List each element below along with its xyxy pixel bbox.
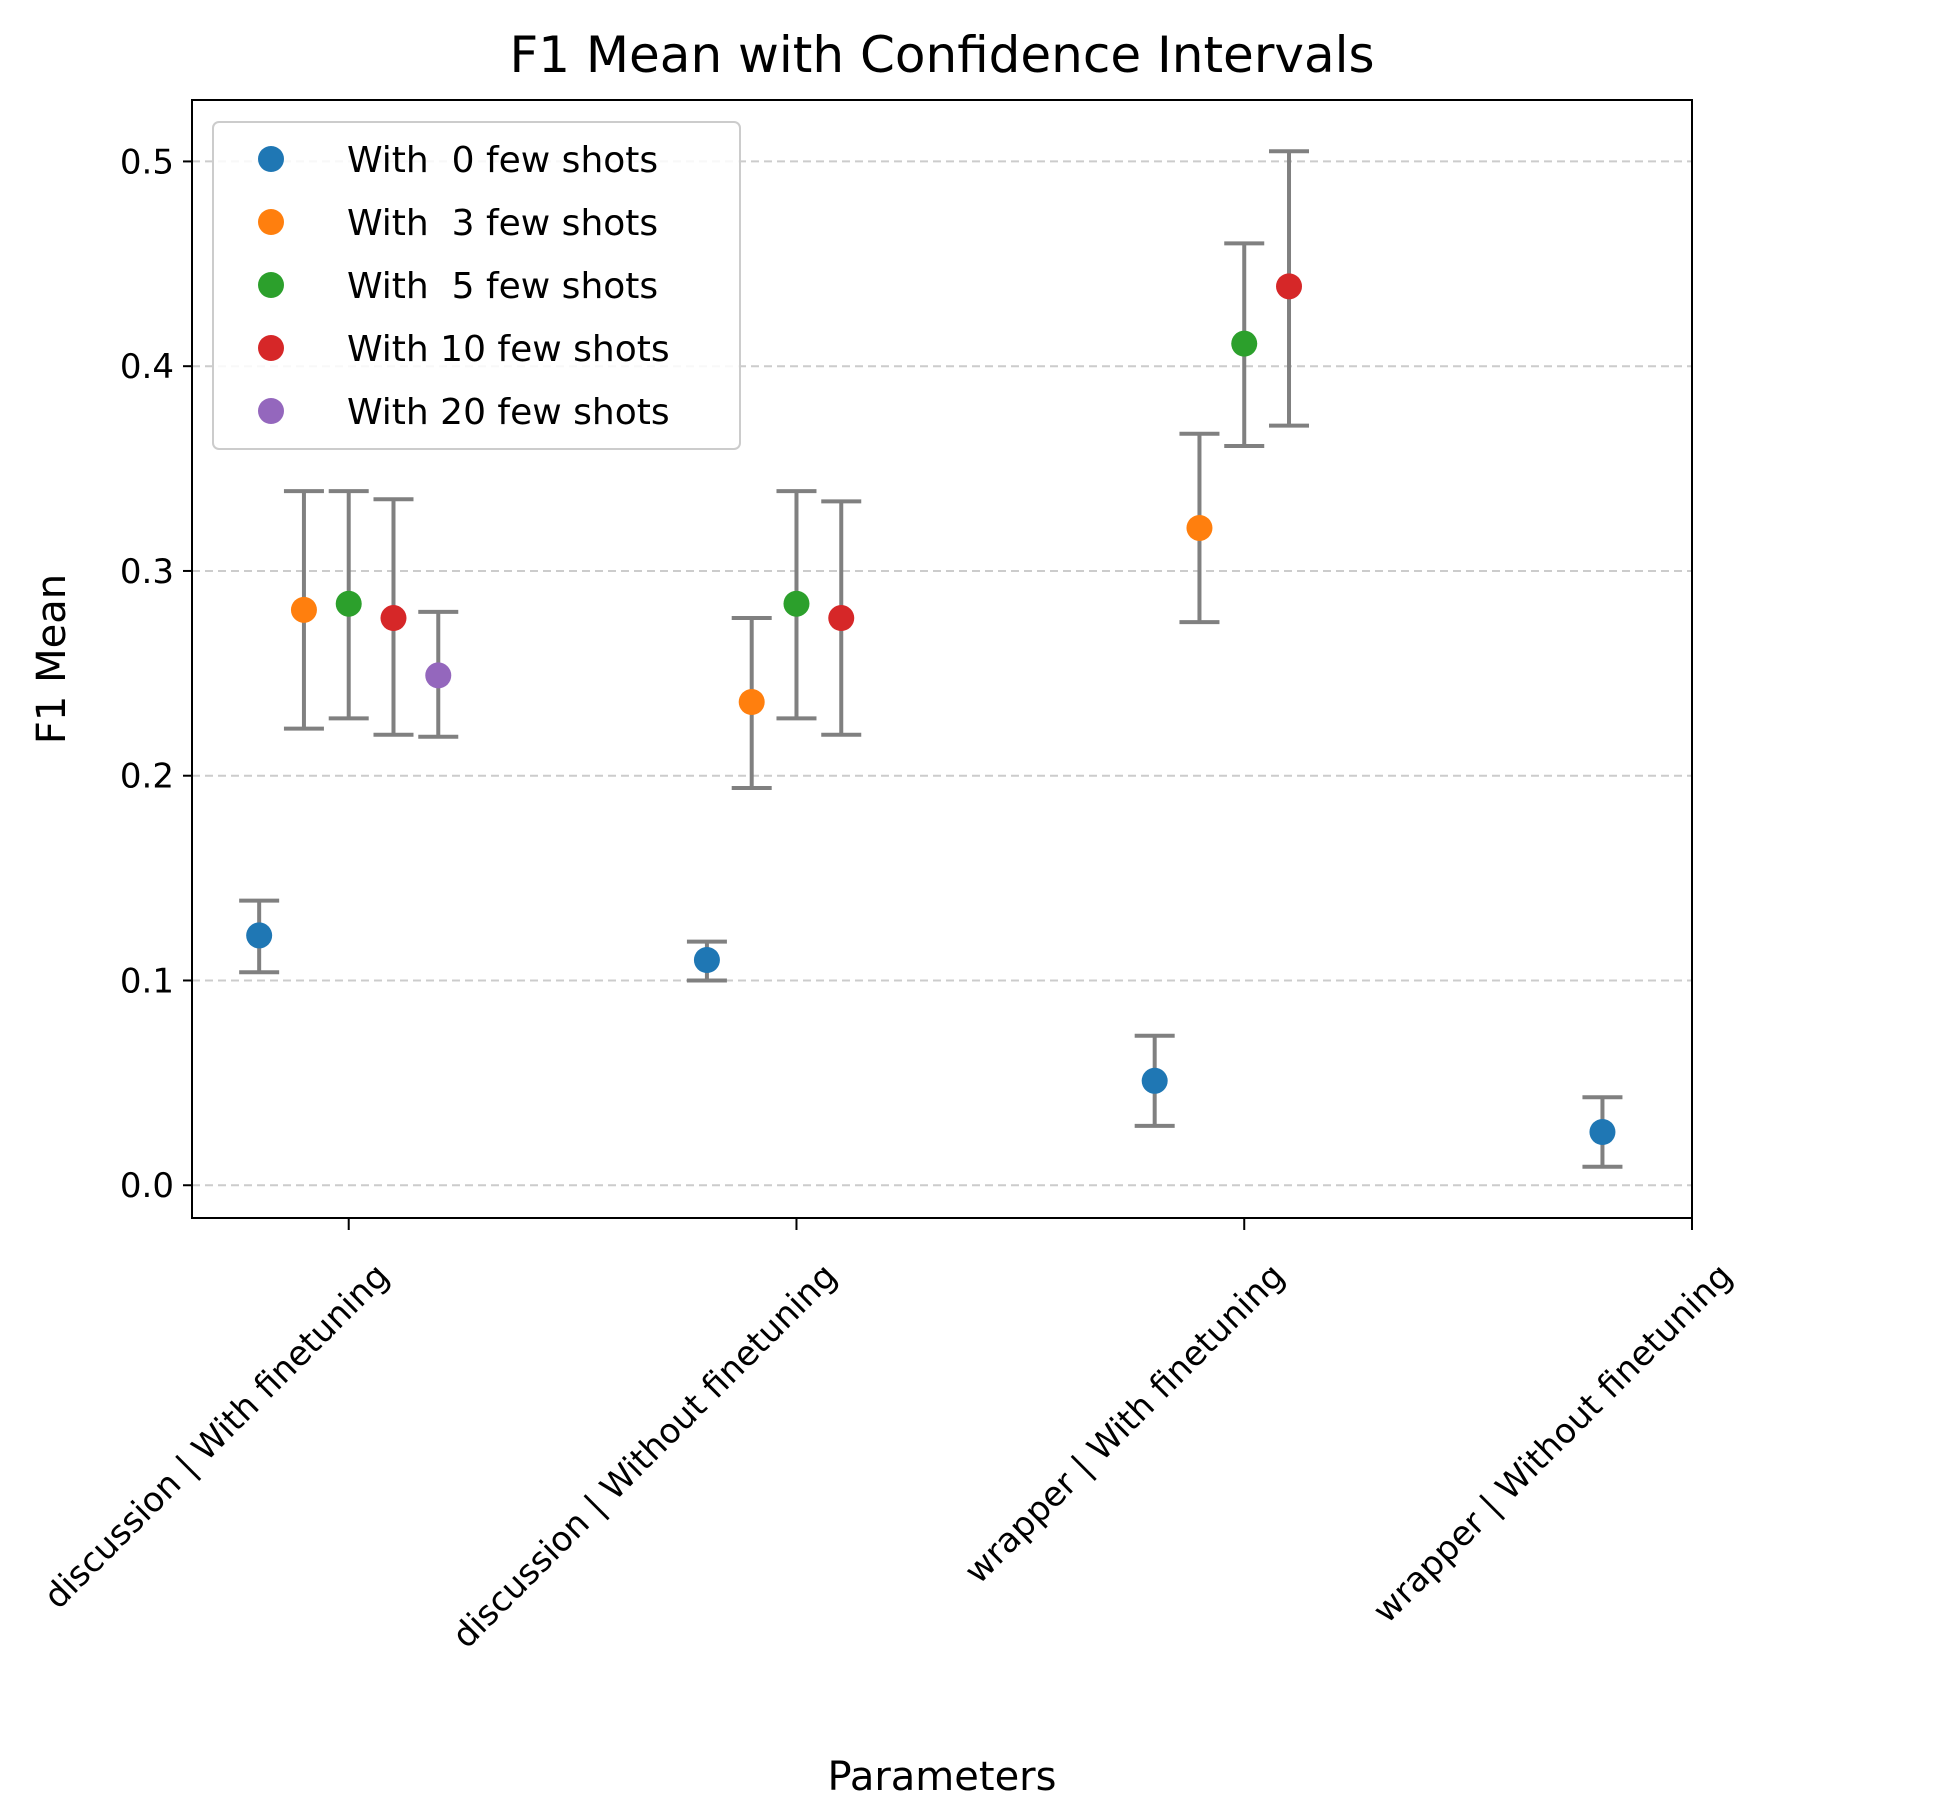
legend-marker xyxy=(258,209,284,235)
plot-frame xyxy=(191,99,1693,1219)
data-point xyxy=(783,590,810,617)
legend-label: With 5 few shots xyxy=(347,266,658,307)
legend-marker xyxy=(258,398,284,424)
data-point xyxy=(1231,330,1258,357)
y-tick-label: 0.0 xyxy=(120,1166,174,1206)
data-point xyxy=(246,922,273,949)
data-point xyxy=(290,596,317,623)
y-tick-label: 0.2 xyxy=(120,757,174,797)
legend-marker xyxy=(258,146,284,172)
legend-box xyxy=(212,121,741,450)
data-point xyxy=(693,947,720,973)
y-tick-label: 0.3 xyxy=(120,552,174,592)
y-axis: 0.0 0.1 0.2 0.3 0.4 0.5 xyxy=(120,142,192,1206)
data-point xyxy=(1589,1119,1616,1145)
chart-title: F1 Mean with Confidence Intervals xyxy=(509,26,1374,84)
legend-label: With 10 few shots xyxy=(347,329,670,370)
x-axis-label: Parameters xyxy=(828,1754,1057,1800)
data-point xyxy=(335,590,362,617)
data-point xyxy=(425,662,452,689)
legend-label: With 20 few shots xyxy=(347,392,670,433)
data-point xyxy=(380,605,407,632)
data-point xyxy=(1276,273,1303,300)
data-point xyxy=(1141,1067,1168,1094)
legend-marker xyxy=(258,272,284,298)
data-point xyxy=(738,689,765,715)
data-points xyxy=(246,273,1616,1145)
legend-label: With 3 few shots xyxy=(347,203,658,244)
y-tick-label: 0.5 xyxy=(120,142,174,182)
data-point xyxy=(828,605,855,632)
y-axis-label: F1 Mean xyxy=(29,574,75,744)
data-point xyxy=(1186,514,1213,541)
legend-marker xyxy=(258,335,284,361)
y-tick-label: 0.4 xyxy=(120,347,174,387)
error-bars xyxy=(239,149,1623,1169)
y-tick-label: 0.1 xyxy=(120,961,174,1001)
legend-label: With 0 few shots xyxy=(347,140,658,181)
legend: With 0 few shots With 3 few shots With 5 f… xyxy=(212,121,741,450)
